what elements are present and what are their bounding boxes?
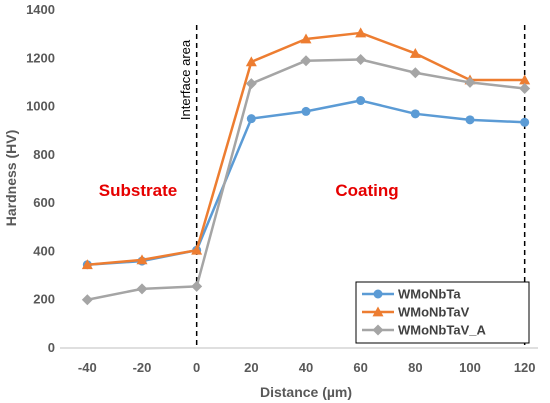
y-tick-label: 200: [33, 292, 55, 307]
x-tick-label: 120: [514, 360, 536, 375]
legend-marker: [372, 324, 384, 336]
x-axis-title: Distance (µm): [260, 384, 352, 400]
y-tick-label: 1400: [26, 2, 55, 17]
y-tick-label: 600: [33, 195, 55, 210]
data-point: [136, 283, 148, 295]
data-point: [519, 74, 531, 85]
legend-marker: [373, 289, 383, 299]
x-tick-label: 40: [299, 360, 313, 375]
y-tick-label: 1000: [26, 99, 55, 114]
data-point: [301, 106, 311, 116]
series-WMoNbTaV: [81, 27, 531, 270]
y-tick-label: 800: [33, 147, 55, 162]
data-point: [520, 117, 530, 127]
data-point: [246, 114, 256, 124]
data-point: [519, 82, 531, 94]
legend-label: WMoNbTaV: [398, 305, 470, 320]
legend-label: WMoNbTaV_A: [398, 323, 486, 338]
x-tick-label: 80: [408, 360, 422, 375]
series-line: [87, 31, 525, 266]
x-tick-labels: -40 -20 0 20 40 60 80 100 120: [78, 360, 536, 375]
x-tick-label: 100: [459, 360, 481, 375]
data-point: [410, 109, 420, 119]
interface-area-label: Interface area: [178, 39, 193, 120]
series-line: [87, 58, 525, 301]
data-point: [81, 259, 93, 270]
data-point: [409, 67, 421, 79]
x-tick-label: -20: [133, 360, 152, 375]
data-point: [355, 53, 367, 65]
y-tick-label: 400: [33, 243, 55, 258]
data-point: [464, 76, 476, 88]
series-WMoNbTaV_A: [81, 53, 531, 306]
data-point: [136, 254, 148, 265]
legend-label: WMoNbTa: [398, 287, 461, 302]
coating-label: Coating: [335, 181, 398, 200]
y-axis-title: Hardness (HV): [3, 130, 19, 226]
data-point: [300, 33, 312, 44]
data-point: [245, 78, 257, 90]
y-tick-label: 1200: [26, 50, 55, 65]
y-tick-label: 0: [48, 340, 55, 355]
x-tick-label: 0: [193, 360, 200, 375]
data-point: [409, 47, 421, 58]
x-tick-label: -40: [78, 360, 97, 375]
data-point: [356, 96, 366, 106]
legend: WMoNbTa WMoNbTaV WMoNbTaV_A: [355, 281, 530, 344]
series-layer: [81, 27, 531, 306]
data-point: [191, 280, 203, 292]
data-point: [245, 56, 257, 67]
data-point: [465, 115, 475, 125]
x-tick-label: 60: [353, 360, 367, 375]
y-tick-labels: 0 200 400 600 800 1000 1200 1400: [26, 2, 55, 355]
data-point: [81, 294, 93, 306]
data-point: [300, 55, 312, 67]
substrate-label: Substrate: [99, 181, 177, 200]
x-tick-label: 20: [244, 360, 258, 375]
legend-items: WMoNbTa WMoNbTaV WMoNbTaV_A: [362, 287, 486, 338]
legend-marker: [372, 306, 384, 317]
data-point: [191, 244, 203, 255]
data-point: [355, 27, 367, 38]
